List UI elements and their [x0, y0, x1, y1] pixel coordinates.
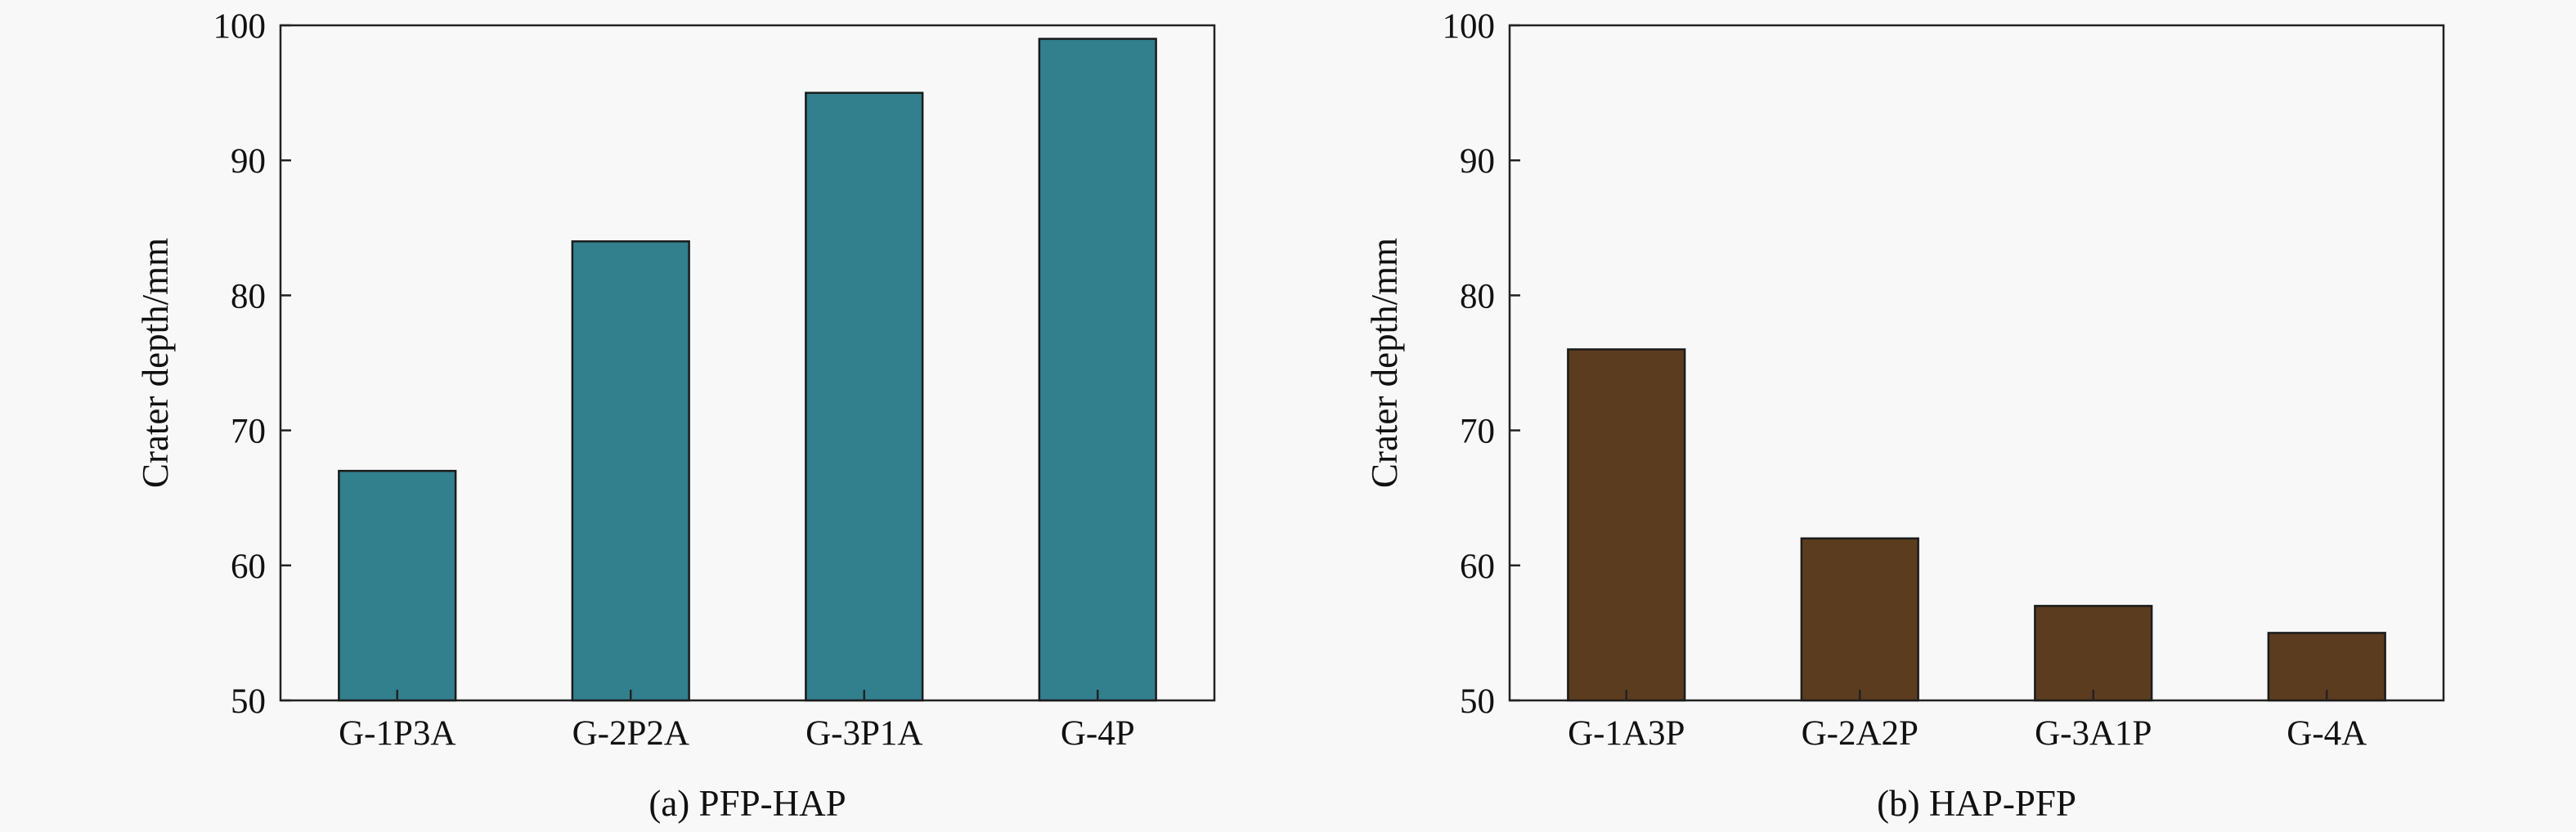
x-axis: G-1P3A G-2P2A G-3P1A G-4P — [339, 690, 1135, 753]
panel-b: 50 60 70 80 90 100 G-1A3P G-2A2P G-3A1P G-4A Cra… — [1364, 7, 2445, 824]
panel-caption: (b) HAP-PFP — [1877, 783, 2076, 824]
panel-a: 50 60 70 80 90 100 G-1P3A G-2P2A G-3P1A G-4P Cra… — [135, 7, 1216, 824]
y-axis-title: Crater depth/mm — [135, 238, 176, 488]
panel-caption: (a) PFP-HAP — [648, 783, 846, 824]
bar-g-2a2p — [1800, 537, 1919, 702]
y-tick-label: 90 — [231, 142, 266, 181]
x-tick-label: G-2P2A — [572, 714, 689, 753]
y-tick-label: 80 — [231, 277, 266, 315]
x-tick-label: G-2A2P — [1802, 714, 1919, 753]
bar-g-3p1a — [805, 92, 924, 702]
bar-g-4p — [1038, 38, 1157, 702]
y-tick-label: 80 — [1460, 277, 1495, 315]
bar-g-1p3a — [338, 469, 457, 702]
y-tick-label: 100 — [1443, 7, 1496, 46]
bar-g-2p2a — [571, 240, 690, 702]
y-axis-title: Crater depth/mm — [1364, 238, 1405, 488]
bar-group — [1567, 348, 2386, 702]
x-tick-label: G-4A — [2287, 714, 2367, 753]
y-tick-label: 100 — [213, 7, 267, 46]
x-tick-label: G-1A3P — [1568, 714, 1685, 753]
bar-group — [338, 38, 1157, 702]
bar-g-1a3p — [1567, 348, 1686, 702]
y-tick-label: 50 — [231, 682, 266, 721]
x-tick-label: G-1P3A — [339, 714, 456, 753]
y-tick-label: 60 — [1460, 548, 1495, 586]
y-tick-label: 70 — [1460, 413, 1495, 451]
x-axis: G-1A3P G-2A2P G-3A1P G-4A — [1568, 690, 2367, 753]
x-tick-label: G-4P — [1061, 714, 1135, 753]
x-tick-label: G-3A1P — [2035, 714, 2152, 753]
y-tick-label: 60 — [231, 548, 266, 586]
y-tick-label: 90 — [1460, 142, 1495, 181]
y-axis: 50 60 70 80 90 100 — [1443, 7, 1520, 721]
y-tick-label: 50 — [1460, 682, 1495, 721]
y-tick-label: 70 — [231, 413, 266, 451]
bar-g-3a1p — [2034, 605, 2153, 702]
x-tick-label: G-3P1A — [806, 714, 922, 753]
y-axis: 50 60 70 80 90 100 — [213, 7, 291, 721]
bar-g-4a — [2267, 632, 2386, 702]
plot-area-frame — [279, 24, 1216, 702]
plot-area-frame — [1508, 24, 2445, 702]
